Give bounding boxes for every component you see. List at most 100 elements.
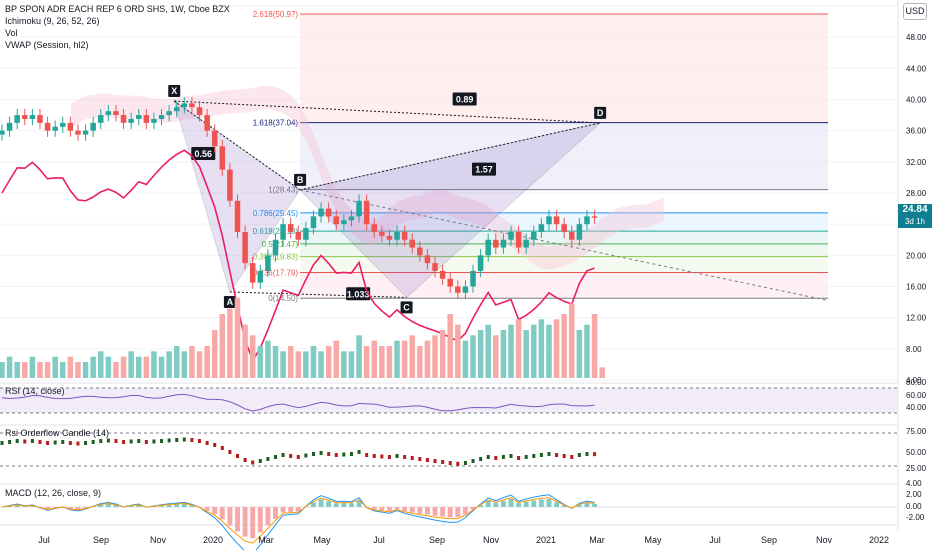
rsiof-candle: [380, 454, 384, 459]
candle-body: [173, 107, 180, 112]
fib-level-label: 0.236(17.79): [253, 269, 299, 278]
rsiof-candle: [501, 455, 505, 459]
pattern-point-badge: [223, 295, 236, 308]
pattern-xd-line: [174, 100, 601, 124]
candle-body: [531, 231, 537, 240]
last-price-tag: 24.84 3d 1h: [898, 204, 932, 228]
pattern-point-badge: [294, 173, 307, 186]
volume-bar: [242, 324, 248, 378]
macd-histogram-bar: [227, 507, 233, 526]
rsiof-candle: [486, 455, 490, 459]
candle-body: [52, 126, 58, 131]
rsiof-candle: [555, 453, 559, 457]
volume-bar: [6, 356, 13, 378]
macd-legend: MACD (12, 26, close, 9): [5, 488, 102, 498]
macd-histogram-bar: [531, 500, 537, 507]
currency-button[interactable]: USD: [903, 3, 927, 20]
volume-bar: [22, 362, 28, 378]
volume-bar: [211, 330, 218, 378]
candle-body: [60, 122, 66, 127]
pattern-ratio-badge: [191, 147, 216, 161]
volume-bar: [485, 324, 491, 378]
time-axis-label: Mar: [258, 535, 274, 545]
rsiof-candle: [266, 457, 270, 461]
candle-body: [493, 239, 499, 248]
last-price-value: 24.84: [902, 204, 928, 215]
candle-body: [417, 247, 423, 256]
macd-histogram-bar: [204, 507, 210, 511]
fib-level-label: 0.5(21.47): [262, 240, 299, 249]
candle-body: [128, 118, 134, 123]
macd-histogram-bar: [592, 503, 598, 507]
rsiof-candle: [448, 461, 452, 465]
volume-bar: [151, 351, 157, 378]
volume-bar: [508, 324, 514, 378]
pattern-ratio-label: 0.56: [195, 149, 213, 159]
volume-bar: [37, 362, 43, 378]
rsiof-candle: [68, 441, 72, 445]
candle-body: [105, 111, 112, 116]
macd-histogram-bar: [424, 507, 430, 515]
volume-bar: [249, 335, 256, 378]
time-axis-label: Nov: [150, 535, 167, 545]
candle-body: [325, 208, 332, 217]
candle-body: [265, 255, 271, 271]
rsi-orderflow-legend: Rsi Orderflow Candle (14): [5, 428, 110, 438]
macd-histogram-bar: [75, 507, 81, 510]
volume-bar: [584, 324, 590, 378]
price-tick-label: 4.00: [906, 376, 922, 385]
volume-bar: [143, 356, 150, 378]
candle-body: [249, 263, 256, 283]
rsiof-candle: [395, 454, 399, 458]
rsiof-candle: [425, 458, 429, 462]
candle-body: [82, 130, 89, 135]
macd-histogram-bar: [29, 505, 35, 507]
macd-signal-line: [1, 497, 595, 544]
macd-histogram-bar: [538, 499, 544, 507]
rsiof-candle: [30, 439, 34, 443]
ichimoku-cloud: [71, 85, 664, 270]
volume-bar: [90, 356, 96, 378]
macd-histogram-bar: [493, 502, 499, 507]
rsi-tick-label: 60.00: [906, 391, 927, 400]
pattern-point-label: A: [227, 297, 234, 307]
candle-body: [523, 239, 529, 248]
rsiof-candle: [387, 455, 391, 459]
volume-bar: [538, 319, 545, 378]
volume-bar: [82, 362, 89, 378]
pattern-ratio-badge: [472, 162, 496, 176]
macd-histogram-bar: [159, 505, 164, 507]
macd-histogram-bar: [500, 500, 506, 507]
price-tick-label: 12.00: [906, 314, 927, 323]
candle-body: [379, 231, 385, 236]
rsiof-candle: [220, 446, 224, 450]
candle-body: [234, 200, 241, 232]
candle-body: [37, 115, 43, 123]
macd-histogram-bar: [105, 504, 111, 507]
candle-body: [409, 239, 415, 248]
candle-body: [242, 231, 248, 264]
volume-bar: [128, 351, 134, 378]
volume-bar: [310, 346, 317, 378]
vol-legend: Vol: [5, 28, 18, 38]
fib-level-label: 0.618(23.10): [253, 227, 299, 236]
candle-body: [584, 216, 590, 225]
volume-bar: [447, 314, 453, 378]
macd-histogram-bar: [181, 503, 187, 507]
volume-bar: [591, 314, 598, 378]
volume-bar: [333, 340, 340, 378]
rsiof-candle: [243, 458, 247, 462]
candle-body: [470, 270, 476, 287]
rsiof-candle: [570, 455, 574, 459]
rsi-band: [0, 388, 898, 413]
macd-histogram-bar: [523, 501, 529, 507]
volume-bar: [219, 314, 226, 378]
fib-level-label: 2.618(50.97): [253, 10, 299, 19]
volume-bar: [371, 340, 378, 378]
macd-histogram-bar: [341, 503, 347, 507]
volume-bar: [181, 351, 188, 378]
rsi-tick-label: 40.00: [906, 403, 927, 412]
rsiof-candle: [122, 440, 126, 444]
macd-histogram-bar: [166, 504, 172, 507]
